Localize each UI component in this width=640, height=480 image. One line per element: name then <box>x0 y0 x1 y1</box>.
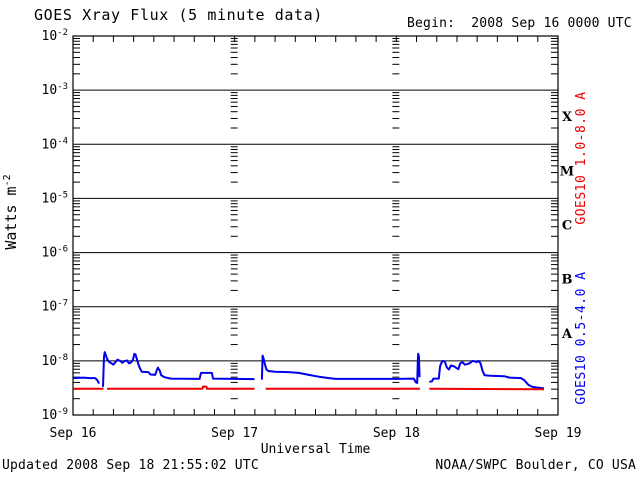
series-goes10-1-0-8-0-a <box>73 385 545 391</box>
x-axis-tick-labels: Sep 16 Sep 17 Sep 18 Sep 19 <box>50 426 582 441</box>
svg-text:C: C <box>562 219 572 234</box>
svg-text:10-8: 10-8 <box>42 353 69 369</box>
svg-text:10-9: 10-9 <box>42 407 69 423</box>
svg-text:10-2: 10-2 <box>42 28 69 44</box>
svg-text:Sep 17: Sep 17 <box>211 426 258 441</box>
hour-ticks <box>92 36 539 415</box>
data-source-credit: NOAA/SWPC Boulder, CO USA <box>435 458 636 473</box>
svg-text:M: M <box>560 164 574 179</box>
log-minor-ticks <box>73 37 558 400</box>
series-label-long-channel: GOES10 1.0-8.0 A <box>574 91 589 224</box>
page-title: GOES Xray Flux (5 minute data) <box>34 6 323 24</box>
flare-class-scale: X M C B A <box>560 110 574 342</box>
svg-text:B: B <box>562 273 573 288</box>
svg-text:10-5: 10-5 <box>42 190 69 206</box>
svg-text:Sep 16: Sep 16 <box>50 426 97 441</box>
x-axis-title: Universal Time <box>261 442 371 457</box>
svg-text:10-6: 10-6 <box>42 245 69 261</box>
svg-text:10-3: 10-3 <box>42 82 69 98</box>
svg-text:10-7: 10-7 <box>42 299 69 315</box>
series-label-short-channel: GOES10 0.5-4.0 A <box>574 271 589 404</box>
svg-text:10-4: 10-4 <box>42 136 69 152</box>
updated-timestamp: Updated 2008 Sep 18 21:55:02 UTC <box>2 458 259 473</box>
svg-text:Sep 19: Sep 19 <box>535 426 582 441</box>
decade-gridlines <box>73 89 558 362</box>
y-axis-tick-labels: 10-2 10-3 10-4 10-5 10-6 10-7 10-8 10-9 <box>42 28 69 423</box>
plot-frame <box>72 35 559 416</box>
series-goes10-0-5-4-0-a <box>72 351 545 390</box>
svg-text:A: A <box>561 327 573 342</box>
begin-timestamp: Begin: 2008 Sep 16 0000 UTC <box>407 16 632 31</box>
day-boundary-gridlines <box>230 37 400 400</box>
svg-text:Sep 18: Sep 18 <box>373 426 420 441</box>
svg-text:X: X <box>562 110 573 125</box>
y-axis-title: Watts m-2 <box>2 174 20 249</box>
